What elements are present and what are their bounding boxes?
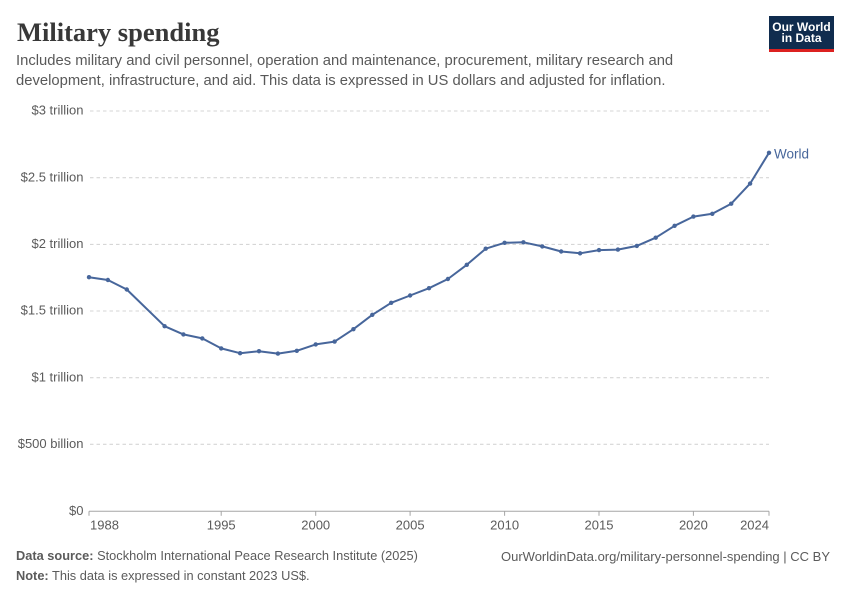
svg-text:$0: $0 <box>69 503 83 518</box>
svg-text:2015: 2015 <box>585 518 614 533</box>
svg-text:1995: 1995 <box>207 518 236 533</box>
svg-text:2000: 2000 <box>301 518 330 533</box>
svg-text:2020: 2020 <box>679 518 708 533</box>
svg-text:$1.5 trillion: $1.5 trillion <box>21 303 84 318</box>
svg-text:2005: 2005 <box>396 518 425 533</box>
svg-text:1988: 1988 <box>90 518 119 533</box>
svg-text:$2.5 trillion: $2.5 trillion <box>21 169 84 184</box>
svg-text:$2 trillion: $2 trillion <box>31 236 83 251</box>
svg-text:$1 trillion: $1 trillion <box>31 369 83 384</box>
svg-text:$500 billion: $500 billion <box>18 436 84 451</box>
svg-text:$3 trillion: $3 trillion <box>31 103 83 118</box>
svg-text:2024: 2024 <box>740 518 769 533</box>
svg-text:World: World <box>774 147 809 162</box>
svg-text:2010: 2010 <box>490 518 519 533</box>
